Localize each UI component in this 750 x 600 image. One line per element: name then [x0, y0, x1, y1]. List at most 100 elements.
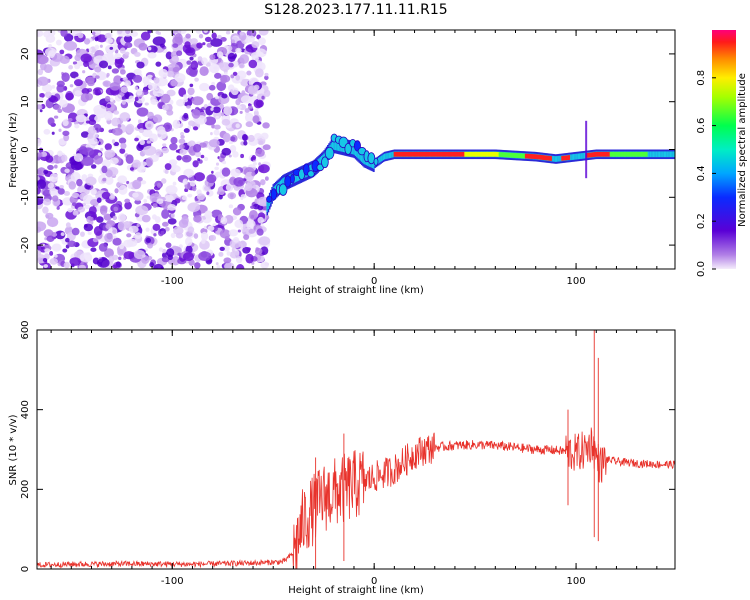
noise-blob: [90, 164, 97, 169]
track-hot: [636, 151, 638, 157]
noise-blob: [210, 107, 214, 111]
track-core: [359, 150, 362, 161]
track-hot: [612, 151, 614, 157]
track-blob: [373, 157, 379, 166]
colorbar-tick-label: 0.0: [696, 261, 707, 277]
track-core: [554, 156, 557, 162]
noise-blob: [73, 121, 79, 125]
noise-blob: [63, 134, 70, 142]
noise-blob: [99, 44, 103, 48]
noise-blob: [215, 95, 220, 100]
track-hot: [630, 151, 632, 157]
y-tick-label: -20: [20, 237, 31, 253]
noise-blob: [49, 172, 59, 183]
track-hot: [449, 151, 451, 157]
track-streak: [585, 120, 588, 179]
track-hot: [637, 151, 640, 157]
spectrogram-y-label: Frequency (Hz): [8, 112, 19, 188]
track-hot: [618, 151, 620, 157]
spectrogram-track: [266, 120, 675, 216]
track-hot: [477, 151, 480, 157]
noise-blob: [232, 236, 240, 243]
track-hot: [587, 152, 590, 158]
noise-blob: [260, 246, 269, 255]
noise-blob: [63, 191, 71, 196]
noise-blob: [134, 51, 141, 57]
track-hot: [502, 152, 504, 158]
track-hot: [543, 155, 545, 161]
noise-blob: [144, 248, 148, 252]
noise-blob: [258, 37, 266, 46]
track-hot: [586, 152, 589, 158]
noise-blob: [105, 223, 112, 230]
x-tick-label: 0: [371, 276, 377, 287]
noise-blob: [232, 207, 242, 216]
noise-blob: [238, 63, 245, 69]
noise-blob: [125, 30, 131, 35]
y-tick-label: 20: [20, 48, 31, 61]
track-hot: [504, 152, 507, 158]
noise-blob: [251, 171, 256, 177]
noise-blob: [68, 181, 77, 190]
noise-blob: [218, 194, 223, 200]
track-core: [391, 151, 393, 158]
track-hot: [484, 151, 487, 157]
noise-blob: [171, 56, 180, 62]
noise-blob: [128, 225, 139, 234]
track-hot: [510, 152, 513, 158]
snr-spikes: [315, 330, 599, 569]
noise-blob: [196, 42, 203, 49]
noise-blob: [160, 178, 167, 184]
snr-x-label: Height of straight line (km): [288, 585, 424, 596]
noise-blob: [161, 104, 169, 111]
noise-blob: [182, 252, 195, 261]
noise-blob: [210, 38, 223, 47]
track-hot: [474, 151, 476, 157]
noise-blob: [164, 194, 174, 203]
y-tick-label: 0: [20, 146, 31, 152]
track-hot: [490, 151, 493, 157]
noise-blob: [68, 65, 74, 70]
noise-blob: [104, 32, 112, 39]
track-hot: [518, 153, 520, 159]
noise-blob: [136, 143, 144, 152]
noise-blob: [57, 187, 65, 195]
noise-blob: [43, 169, 49, 175]
noise-blob: [44, 47, 57, 57]
noise-blob: [112, 215, 118, 221]
noise-blob: [222, 160, 227, 165]
track-hot: [590, 152, 592, 158]
noise-blob: [195, 30, 202, 34]
track-hot: [396, 151, 398, 157]
track-core: [331, 141, 334, 152]
track-hot: [501, 152, 503, 158]
noise-blob: [51, 195, 59, 202]
noise-blob: [251, 154, 257, 161]
track-hot: [644, 151, 647, 157]
colorbar-ticks: 0.0 0.2 0.4 0.6 0.8: [696, 70, 716, 277]
noise-blob: [167, 203, 177, 211]
noise-blob: [242, 228, 250, 237]
noise-blob: [89, 198, 100, 206]
track-core: [296, 171, 299, 182]
track-core: [358, 149, 361, 160]
noise-blob: [42, 258, 48, 263]
track-hot: [404, 151, 407, 157]
noise-blob: [233, 177, 245, 187]
track-hot: [459, 151, 461, 157]
noise-blob: [37, 250, 42, 256]
noise-blob: [264, 75, 269, 81]
noise-blob: [84, 204, 91, 210]
track-blob: [344, 142, 352, 155]
track-core: [283, 177, 286, 188]
track-core: [282, 178, 284, 189]
track-core: [382, 154, 385, 161]
track-hot: [402, 151, 404, 157]
noise-blob: [93, 30, 102, 36]
track-hot: [642, 151, 644, 157]
noise-blob: [37, 104, 43, 110]
track-core: [558, 155, 561, 162]
noise-blob: [61, 154, 68, 162]
noise-blob: [160, 230, 165, 235]
noise-blob: [80, 93, 90, 103]
